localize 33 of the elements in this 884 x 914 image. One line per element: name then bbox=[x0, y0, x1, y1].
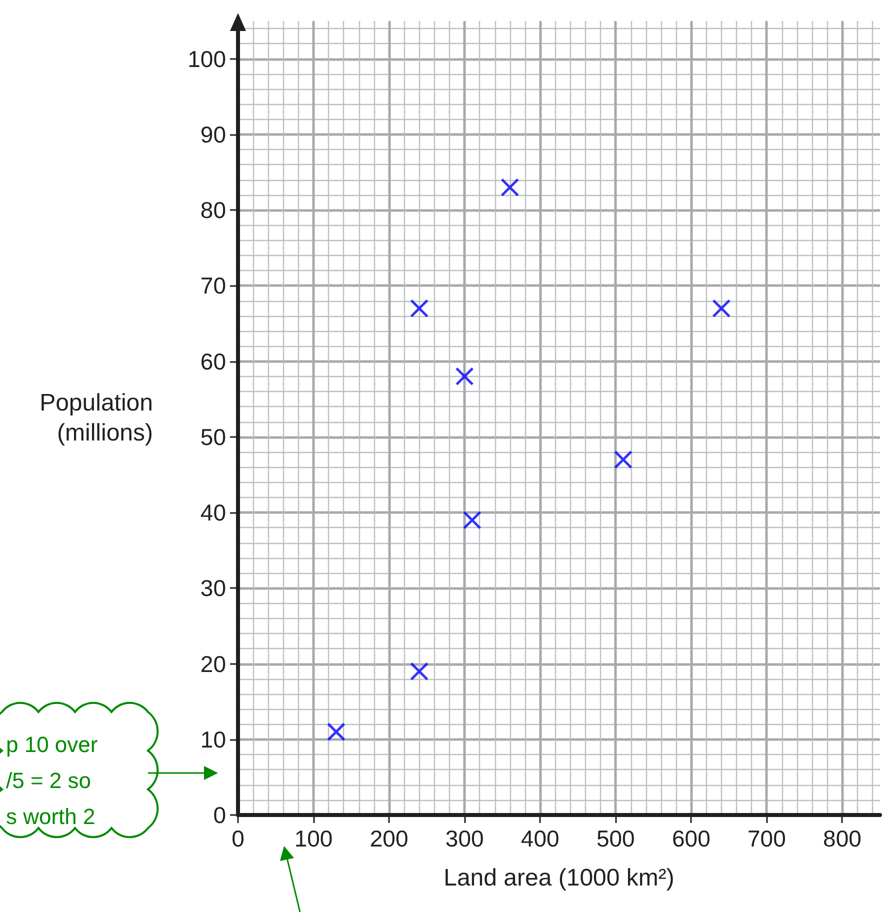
point bbox=[500, 178, 520, 197]
y-tick-label: 90 bbox=[200, 121, 226, 148]
y-axis-title: Population (millions) bbox=[40, 390, 153, 446]
point bbox=[410, 299, 429, 318]
point bbox=[614, 450, 632, 469]
text: p 10 over bbox=[6, 732, 98, 757]
point bbox=[712, 299, 731, 318]
x-tick-label: 800 bbox=[823, 826, 862, 852]
x-tick-label: 300 bbox=[445, 826, 484, 852]
x-tick-label: 500 bbox=[596, 826, 635, 852]
point bbox=[326, 722, 346, 742]
x-axis-title: Land area (1000 km²) bbox=[444, 864, 674, 892]
y-tick-label: 0 bbox=[213, 802, 226, 828]
text: /5 = 2 so bbox=[6, 768, 92, 793]
x-tick-label: 400 bbox=[520, 826, 560, 852]
x-tick-label: 700 bbox=[748, 826, 786, 852]
y-tick-label: 50 bbox=[200, 424, 226, 450]
y-tick-label: 70 bbox=[200, 272, 226, 299]
y-tick-label: 30 bbox=[200, 575, 226, 602]
point bbox=[455, 367, 474, 386]
x-tick-label: 200 bbox=[370, 826, 408, 852]
x-tick-label: 600 bbox=[672, 826, 710, 852]
point bbox=[410, 662, 429, 681]
point bbox=[462, 510, 482, 530]
y-tick-label: 20 bbox=[200, 650, 226, 677]
y-tick-label: 40 bbox=[200, 500, 226, 526]
x-tick-label: 0 bbox=[232, 826, 244, 852]
x-tick-label: 100 bbox=[294, 826, 333, 852]
y-tick-label: 100 bbox=[188, 46, 226, 72]
text: s worth 2 bbox=[6, 804, 96, 829]
y-tick-label: 10 bbox=[200, 726, 226, 752]
y-tick-label: 80 bbox=[200, 197, 226, 224]
y-tick-label: 60 bbox=[200, 348, 226, 374]
